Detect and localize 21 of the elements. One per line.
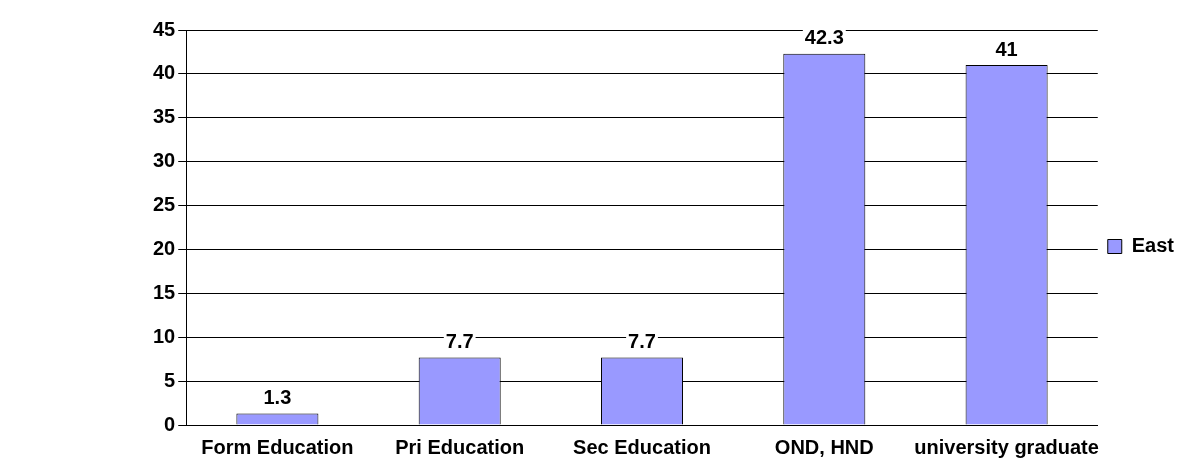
- y-tick-label: 45: [153, 17, 176, 40]
- y-tick-label: 0: [164, 412, 176, 435]
- y-tick-label: 5: [164, 368, 176, 391]
- x-tick-label: Pri Education: [395, 435, 525, 458]
- y-tick-label: 20: [153, 236, 176, 259]
- data-label: 7.7: [628, 329, 656, 352]
- x-tick-label: Form Education: [201, 435, 354, 458]
- y-tick-label: 30: [153, 149, 176, 172]
- x-tick-label: university graduate: [914, 435, 1099, 458]
- y-tick-label: 15: [153, 280, 176, 303]
- data-label: 41: [995, 37, 1018, 60]
- y-tick-label: 35: [153, 105, 176, 128]
- y-tick-label: 25: [153, 193, 176, 216]
- data-label: 1.3: [263, 386, 292, 409]
- x-tick-label: OND, HND: [774, 435, 874, 458]
- y-tick-label: 10: [153, 324, 176, 347]
- x-tick-label: Sec Education: [573, 435, 711, 458]
- legend-label: East: [1131, 234, 1175, 257]
- y-tick-label: 40: [153, 61, 176, 84]
- data-label: 42.3: [804, 26, 844, 49]
- data-label: 7.7: [445, 329, 474, 352]
